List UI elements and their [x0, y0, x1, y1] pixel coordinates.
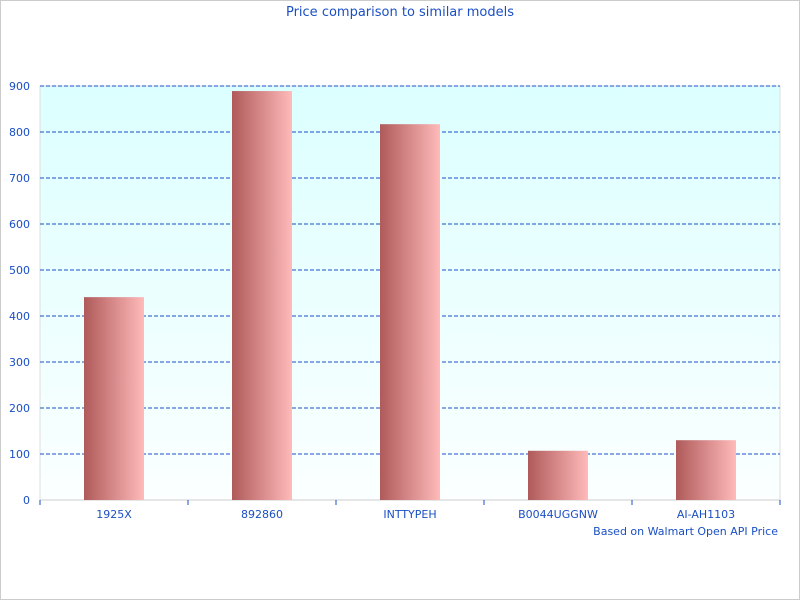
bar-B0044UGGNW — [528, 450, 588, 500]
y-tick-label: 500 — [9, 264, 30, 277]
y-tick-label: 0 — [23, 494, 30, 507]
bar-1925X — [84, 297, 144, 500]
x-tick-label: AI-AH1103 — [677, 508, 735, 521]
y-tick-label: 900 — [9, 80, 30, 93]
x-tick-label: INTTYPEH — [383, 508, 436, 521]
chart-title: Price comparison to similar models — [286, 5, 514, 20]
y-tick-label: 300 — [9, 356, 30, 369]
y-tick-label: 200 — [9, 402, 30, 415]
bar-AI-AH1103 — [676, 440, 736, 500]
y-tick-label: 600 — [9, 218, 30, 231]
x-tick-label: 892860 — [241, 508, 283, 521]
y-tick-label: 800 — [9, 126, 30, 139]
y-tick-label: 400 — [9, 310, 30, 323]
x-tick-label: 1925X — [96, 508, 132, 521]
x-tick-label: B0044UGGNW — [518, 508, 598, 521]
y-tick-label: 100 — [9, 448, 30, 461]
bar-892860 — [232, 91, 292, 500]
bar-INTTYPEH — [380, 124, 440, 501]
footnote: Based on Walmart Open API Price — [593, 525, 778, 538]
y-tick-label: 700 — [9, 172, 30, 185]
